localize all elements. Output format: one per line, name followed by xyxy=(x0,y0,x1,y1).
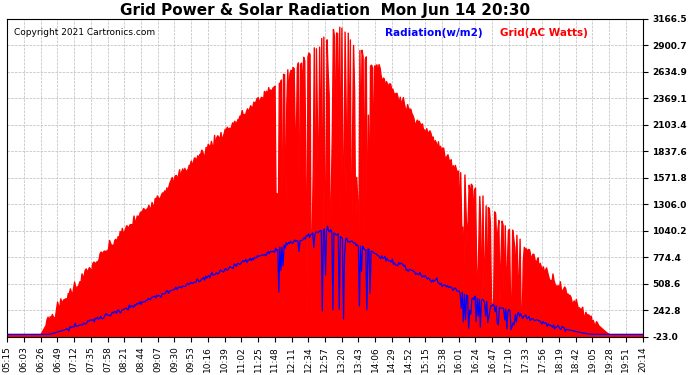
Title: Grid Power & Solar Radiation  Mon Jun 14 20:30: Grid Power & Solar Radiation Mon Jun 14 … xyxy=(120,3,530,18)
Text: Grid(AC Watts): Grid(AC Watts) xyxy=(500,28,588,39)
Text: Copyright 2021 Cartronics.com: Copyright 2021 Cartronics.com xyxy=(14,28,155,38)
Text: Radiation(w/m2): Radiation(w/m2) xyxy=(385,28,483,39)
